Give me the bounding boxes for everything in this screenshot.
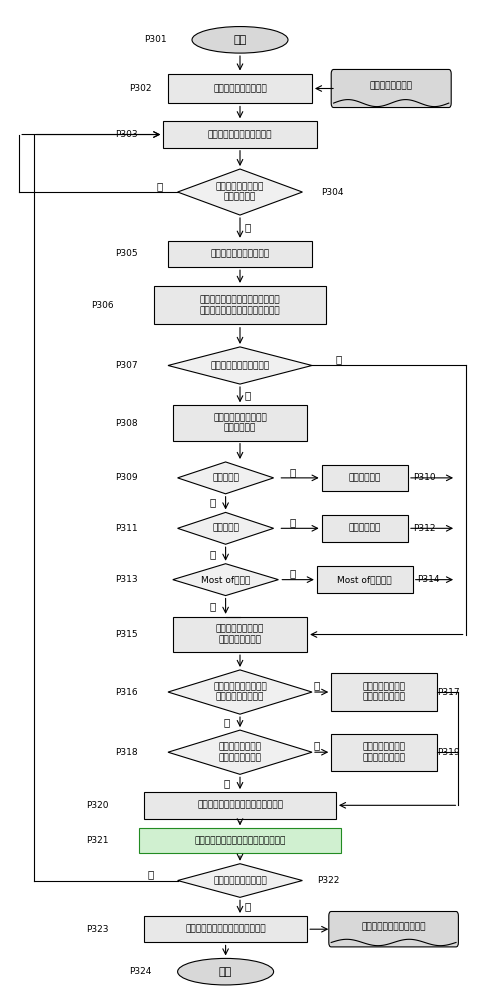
Text: P302: P302 [130,84,152,93]
FancyBboxPatch shape [139,828,341,853]
Text: 否: 否 [147,869,154,879]
Text: 将当前实体词的语
法角色标记为宾语: 将当前实体词的语 法角色标记为宾语 [362,743,406,762]
Text: 否: 否 [223,778,229,788]
Text: 否: 否 [210,498,216,508]
Text: 名词短语处理: 名词短语处理 [348,524,381,533]
Text: 获取与当前实体词有
关的所有依存关系: 获取与当前实体词有 关的所有依存关系 [216,625,264,644]
Text: P304: P304 [322,188,344,197]
FancyBboxPatch shape [173,617,307,652]
Text: P303: P303 [115,130,138,139]
Text: P310: P310 [413,473,435,482]
Text: 是: 是 [289,467,296,477]
Text: 依存句法树遍历结束？: 依存句法树遍历结束？ [213,876,267,885]
Text: P309: P309 [115,473,138,482]
Text: P315: P315 [115,630,138,639]
Text: 否: 否 [210,601,216,611]
Polygon shape [178,512,274,544]
Text: 是: 是 [313,680,320,690]
Polygon shape [178,169,302,215]
Text: 是: 是 [289,517,296,527]
Text: 否: 否 [210,549,216,559]
Text: 否: 否 [223,717,229,727]
Text: 是: 是 [289,568,296,578]
FancyBboxPatch shape [144,792,336,819]
Text: P306: P306 [91,301,114,310]
FancyBboxPatch shape [168,74,312,103]
Text: 在单词词性标注集中查询当前节点
与其兄弟节点一起构成的组成成分: 在单词词性标注集中查询当前节点 与其兄弟节点一起构成的组成成分 [200,296,280,315]
FancyBboxPatch shape [322,515,408,542]
FancyBboxPatch shape [168,241,312,267]
Text: P301: P301 [144,35,167,44]
FancyBboxPatch shape [329,912,458,947]
Text: Most of短语处理: Most of短语处理 [337,575,392,584]
Text: P321: P321 [86,836,109,845]
FancyBboxPatch shape [322,465,408,491]
FancyBboxPatch shape [173,405,307,441]
Text: 否: 否 [336,354,342,364]
Ellipse shape [192,27,288,53]
Text: 输出英语作文的语法角色标注结果: 输出英语作文的语法角色标注结果 [185,925,266,934]
Polygon shape [173,564,278,596]
Text: 是: 是 [245,901,251,911]
FancyBboxPatch shape [144,916,307,942]
Text: 查询到对应的组成成分？: 查询到对应的组成成分？ [210,361,270,370]
FancyBboxPatch shape [331,673,437,711]
Text: 将语法角色标注结果存到语法标注链表: 将语法角色标注结果存到语法标注链表 [194,836,286,845]
Text: 否: 否 [157,181,163,191]
FancyBboxPatch shape [163,121,317,148]
Text: P305: P305 [115,249,138,258]
Text: P320: P320 [86,801,109,810]
Text: 将当前实体词的语
法角色标记为主语: 将当前实体词的语 法角色标记为主语 [362,682,406,702]
Text: 读取依存句法分析结果: 读取依存句法分析结果 [213,84,267,93]
Text: 结束: 结束 [219,967,232,977]
Text: 采用短语标注集对当前
短语进行标记: 采用短语标注集对当前 短语进行标记 [213,413,267,433]
Text: P319: P319 [437,748,459,757]
Text: P318: P318 [115,748,138,757]
Text: 存在名词性主语关系或
从句成分主语关系？: 存在名词性主语关系或 从句成分主语关系？ [213,682,267,702]
Text: P314: P314 [418,575,440,584]
Text: 寻找当前节点的兄弟节点: 寻找当前节点的兄弟节点 [210,249,270,258]
Text: P316: P316 [115,688,138,697]
Text: P324: P324 [130,967,152,976]
Text: P307: P307 [115,361,138,370]
Text: P312: P312 [413,524,435,533]
Text: P308: P308 [115,419,138,428]
FancyBboxPatch shape [331,734,437,771]
Text: 遍历依存句法树的叶子节点: 遍历依存句法树的叶子节点 [208,130,272,139]
FancyBboxPatch shape [317,566,413,593]
Text: P313: P313 [115,575,138,584]
Polygon shape [178,462,274,494]
Polygon shape [168,347,312,384]
Text: P322: P322 [317,876,339,885]
Text: 将当前实体词的语法角色标记为存在: 将当前实体词的语法角色标记为存在 [197,801,283,810]
Text: P317: P317 [437,688,459,697]
Text: 介词短语处理: 介词短语处理 [348,473,381,482]
Text: 存在直接宾语关系
或间接宾语关系？: 存在直接宾语关系 或间接宾语关系？ [218,743,262,762]
Text: 开始: 开始 [233,35,247,45]
Text: 是: 是 [245,390,251,400]
FancyBboxPatch shape [331,69,451,108]
Text: P323: P323 [86,925,109,934]
Polygon shape [168,670,312,714]
Text: 介词短语？: 介词短语？ [212,473,239,482]
Polygon shape [168,730,312,774]
Text: 当前节点所在的词是
否是实体词？: 当前节点所在的词是 否是实体词？ [216,182,264,202]
Text: 名词短语？: 名词短语？ [212,524,239,533]
Polygon shape [178,864,302,897]
Text: 是: 是 [245,222,251,232]
Text: P311: P311 [115,524,138,533]
Text: 英语作文语法角色标注结果: 英语作文语法角色标注结果 [361,923,426,932]
Text: Most of短语？: Most of短语？ [201,575,250,584]
Ellipse shape [178,958,274,985]
Text: 是: 是 [313,740,320,750]
FancyBboxPatch shape [154,286,326,324]
Text: 依存句法分析结果: 依存句法分析结果 [370,82,413,91]
